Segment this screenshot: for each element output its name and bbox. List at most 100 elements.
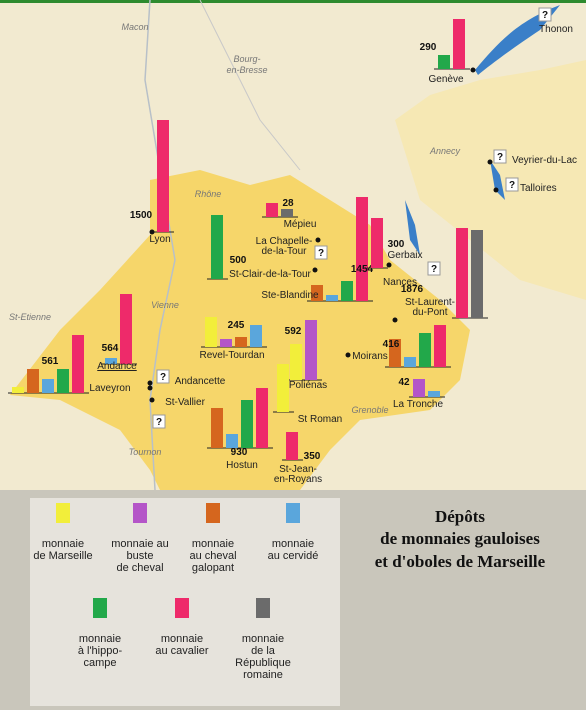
map-label: Tournon (129, 447, 162, 457)
bar (211, 215, 223, 279)
map-label: Annecy (429, 146, 461, 156)
bar (256, 388, 268, 448)
bar (12, 387, 24, 393)
site-name: Laveyron (89, 383, 130, 394)
total-label: 1500 (130, 210, 153, 221)
legend-label: au cervidé (268, 550, 319, 562)
bar (419, 333, 431, 367)
total-label: 500 (230, 255, 247, 266)
bar (220, 339, 232, 347)
bar (456, 228, 468, 318)
unknown-label: ? (497, 152, 503, 163)
site-dot (315, 237, 321, 243)
title-line: Dépôts (435, 507, 485, 526)
legend-label: buste (127, 550, 154, 562)
total-label: 1876 (401, 284, 424, 295)
site-dot (470, 67, 476, 73)
unknown-box (427, 261, 441, 276)
unknown-label: ? (160, 372, 166, 383)
site-name: Andancette (175, 376, 226, 387)
total-label: 416 (383, 339, 400, 350)
legend-label: monnaie (42, 538, 84, 550)
bar (290, 344, 302, 380)
legend-swatch (175, 598, 189, 618)
legend-label: monnaie au (111, 538, 169, 550)
bar (305, 320, 317, 380)
legend-label: romaine (243, 669, 283, 681)
site-dot (147, 380, 153, 386)
unknown-box (152, 414, 166, 429)
site-name: Mépieu (284, 219, 317, 230)
site-dot (149, 229, 155, 235)
legend-label: au cheval (189, 550, 236, 562)
road (199, 0, 301, 171)
total-label: 561 (42, 356, 59, 367)
site-dot (392, 317, 398, 323)
bar (413, 379, 425, 397)
top-border (0, 0, 586, 3)
bar (250, 325, 262, 347)
unknown-box (493, 149, 507, 164)
map-label: St-Etienne (9, 312, 51, 322)
bar (205, 317, 217, 347)
site-name: Thonon (539, 24, 573, 35)
total-label: 42 (398, 377, 410, 388)
site-name: La Tronche (393, 399, 443, 410)
legend-label: au cavalier (155, 645, 209, 657)
site-dot (147, 385, 153, 391)
total-label: 300 (388, 239, 405, 250)
legend-label: République (235, 657, 291, 669)
unknown-box (156, 369, 170, 384)
legend-label: monnaie (242, 633, 284, 645)
bar (428, 391, 440, 397)
legend-label: de la (251, 645, 276, 657)
legend-label: monnaie (272, 538, 314, 550)
unknown-label: ? (156, 417, 162, 428)
total-label: 592 (285, 326, 302, 337)
map-label: Grenoble (351, 405, 388, 415)
total-label: 290 (420, 42, 437, 53)
legend-label: de cheval (116, 562, 163, 574)
bar (226, 434, 238, 448)
bar (326, 295, 338, 301)
legend-label: à l'hippo- (78, 645, 123, 657)
total-label: 28 (282, 198, 294, 209)
site-dot (149, 397, 155, 403)
legend-label: galopant (192, 562, 234, 574)
title: Dépôts de monnaies gauloises et d'oboles… (375, 507, 546, 571)
legend-label: monnaie (192, 538, 234, 550)
legend-swatch (286, 503, 300, 523)
map-label: Rhône (195, 189, 222, 199)
map-label: Vienne (151, 300, 179, 310)
site-name: St-Jean- (279, 464, 317, 475)
unknown-label: ? (509, 180, 515, 191)
site-name: de-la-Tour (261, 246, 307, 257)
unknown-label: ? (431, 264, 437, 275)
site-name: Genève (428, 74, 463, 85)
region-east (395, 60, 586, 300)
bar (341, 281, 353, 301)
bar (105, 358, 117, 364)
legend-label: campe (83, 657, 116, 669)
total-label: 930 (231, 447, 248, 458)
unknown-label: ? (542, 10, 548, 21)
site-name: Hostun (226, 460, 258, 471)
bar (27, 369, 39, 393)
site-name: du-Pont (412, 307, 447, 318)
site-name: Ste-Blandine (261, 290, 319, 301)
site-name: Poliénas (289, 380, 327, 391)
total-label: 1454 (351, 264, 374, 275)
legend-swatch (206, 503, 220, 523)
site-dot (493, 187, 499, 193)
bar (277, 364, 289, 412)
total-label: 564 (102, 343, 119, 354)
site-name: Lyon (149, 234, 170, 245)
map-label: Bourg- (233, 54, 260, 64)
bar (389, 339, 401, 367)
site-name: St-Laurent- (405, 297, 455, 308)
region (10, 170, 470, 490)
unknown-label: ? (318, 248, 324, 259)
bar (356, 197, 368, 301)
site-name: St Roman (298, 414, 342, 425)
